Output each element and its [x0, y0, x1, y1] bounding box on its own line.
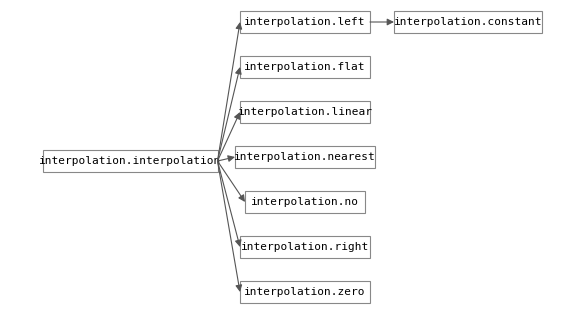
Bar — [43, 150, 218, 172]
Bar — [240, 236, 370, 258]
Text: interpolation.nearest: interpolation.nearest — [234, 152, 376, 162]
Text: interpolation.constant: interpolation.constant — [393, 17, 542, 27]
Bar — [245, 191, 365, 213]
Text: interpolation.left: interpolation.left — [244, 17, 366, 27]
Text: interpolation.linear: interpolation.linear — [238, 107, 373, 117]
Text: interpolation.right: interpolation.right — [241, 242, 369, 252]
Text: interpolation.no: interpolation.no — [251, 197, 359, 207]
Bar — [240, 281, 370, 303]
Text: interpolation.interpolation: interpolation.interpolation — [39, 156, 221, 166]
Text: interpolation.flat: interpolation.flat — [244, 62, 366, 72]
Bar — [240, 56, 370, 78]
Bar — [235, 146, 375, 168]
Bar — [240, 101, 370, 123]
Bar — [240, 11, 370, 33]
Text: interpolation.zero: interpolation.zero — [244, 287, 366, 297]
Bar — [394, 11, 542, 33]
